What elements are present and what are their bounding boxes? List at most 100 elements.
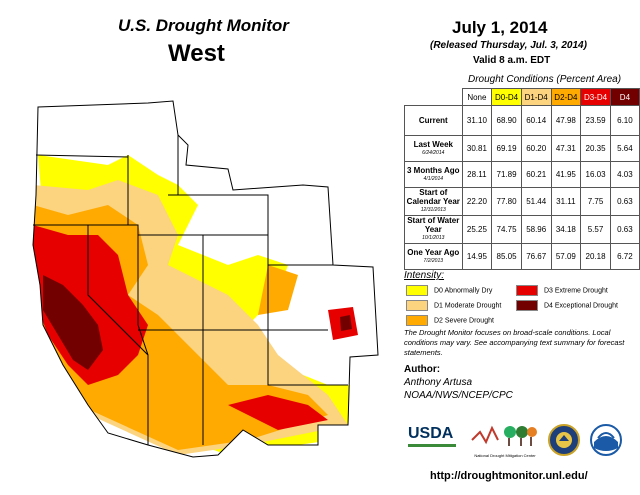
ca-nv-border [87,225,149,356]
col-none: None [461,88,493,106]
tx-border [267,330,348,386]
table-cell: 34.18 [550,215,582,244]
table-header-row: None D0-D4 D1-D4 D2-D4 D3-D4 D4 [404,88,640,106]
valid-time: Valid 8 a.m. EDT [473,55,551,66]
row-label: One Year Ago 7/2/2013 [404,243,463,270]
map-date: July 1, 2014 [452,18,548,37]
table-row: One Year Ago 7/2/2013 14.95 85.05 76.67 5… [404,243,640,270]
col-d0-d4: D0-D4 [491,88,522,106]
table-cell: 25.25 [461,215,493,244]
table-cell: 85.05 [491,243,522,270]
table-cell: 14.95 [461,243,493,270]
table-cell: 77.80 [491,187,522,216]
table-cell: 41.95 [550,161,582,188]
legend-item-d4: D4 Exceptional Drought [516,300,618,311]
table-cell: 74.75 [491,215,522,244]
table-row: Start of Calendar Year 12/31/2013 22.20 7… [404,187,640,216]
d4-area [43,275,103,370]
d3-area [33,225,148,385]
doc-seal-logo [548,424,580,461]
noaa-logo-icon [590,424,622,456]
doc-seal-icon [548,424,580,456]
legend-swatch [516,285,538,296]
d4-area-east [340,315,352,331]
table-cell: 57.09 [550,243,582,270]
table-cell: 20.35 [580,135,611,162]
table-cell: 76.67 [520,243,552,270]
row-label: Start of Water Year 10/1/2013 [404,215,463,244]
table-cell: 0.63 [609,187,640,216]
table-cell: 5.64 [609,135,640,162]
usda-logo-bar [408,444,456,447]
legend-title: Intensity: [404,270,445,281]
table-cell: 23.59 [580,105,611,136]
d3-area-south [228,395,328,430]
noaa-logo [590,424,622,461]
table-cell: 28.11 [461,161,493,188]
table-cell: 6.10 [609,105,640,136]
author-org: NOAA/NWS/NCEP/CPC [404,390,513,401]
wa-or-border [35,154,129,158]
table-cell: 22.20 [461,187,493,216]
disclaimer-note: The Drought Monitor focuses on broad-sca… [404,328,625,357]
wy-border [168,194,269,235]
legend-swatch [406,300,428,311]
table-row: 3 Months Ago 4/1/2014 28.11 71.89 60.21 4… [404,161,640,188]
table-cell: 6.72 [609,243,640,270]
ndmc-logo: National Drought Mitigation Center [470,422,540,458]
map-title: U.S. Drought Monitor [118,16,289,35]
row-label: Start of Calendar Year 12/31/2013 [404,187,463,216]
col-d2-d4: D2-D4 [550,88,582,106]
row-label: Last Week 6/24/2014 [404,135,463,162]
legend-label: D3 Extreme Drought [544,287,608,295]
col-d4: D4 [609,88,640,106]
legend-item-d0: D0 Abnormally Dry [406,285,493,296]
author-heading: Author: [404,364,441,375]
table-cell: 5.57 [580,215,611,244]
table-cell: 0.63 [609,215,640,244]
table-cell: 60.21 [520,161,552,188]
az-border [137,324,149,445]
table-cell: 60.14 [520,105,552,136]
legend-item-d2: D2 Severe Drought [406,315,494,326]
table-cell: 31.10 [461,105,493,136]
legend-swatch [406,315,428,326]
table-cell: 58.96 [520,215,552,244]
legend-item-d3: D3 Extreme Drought [516,285,608,296]
website-url[interactable]: http://droughtmonitor.unl.edu/ [430,470,588,482]
ndmc-logo-text: National Drought Mitigation Center [474,453,536,458]
usda-logo-text: USDA [408,425,454,442]
row-label: Current [404,105,463,136]
table-corner-cell [404,88,463,106]
col-d3-d4: D3-D4 [580,88,611,106]
ndmc-logo-graphic [471,425,537,446]
legend-label: D0 Abnormally Dry [434,287,493,295]
drought-conditions-table: None D0-D4 D1-D4 D2-D4 D3-D4 D4 Current … [404,88,640,270]
table-cell: 16.03 [580,161,611,188]
table-cell: 47.31 [550,135,582,162]
legend-item-d1: D1 Moderate Drought [406,300,501,311]
legend-swatch [516,300,538,311]
table-cell: 20.18 [580,243,611,270]
table-caption: Drought Conditions (Percent Area) [468,74,622,85]
table-cell: 68.90 [491,105,522,136]
usda-logo: USDA [408,425,456,455]
table-cell: 30.81 [461,135,493,162]
table-cell: 69.19 [491,135,522,162]
region-title: West [168,40,225,67]
west-region-outline [32,100,379,458]
legend-label: D2 Severe Drought [434,317,494,325]
drought-map [32,100,379,458]
table-cell: 71.89 [491,161,522,188]
author-name: Anthony Artusa [404,377,473,388]
col-d1-d4: D1-D4 [520,88,552,106]
table-cell: 31.11 [550,187,582,216]
table-row: Last Week 6/24/2014 30.81 69.19 60.20 47.… [404,135,640,162]
table-row: Start of Water Year 10/1/2013 25.25 74.75… [404,215,640,244]
table-cell: 4.03 [609,161,640,188]
row-label: 3 Months Ago 4/1/2014 [404,161,463,188]
table-cell: 7.75 [580,187,611,216]
legend-swatch [406,285,428,296]
table-cell: 60.20 [520,135,552,162]
